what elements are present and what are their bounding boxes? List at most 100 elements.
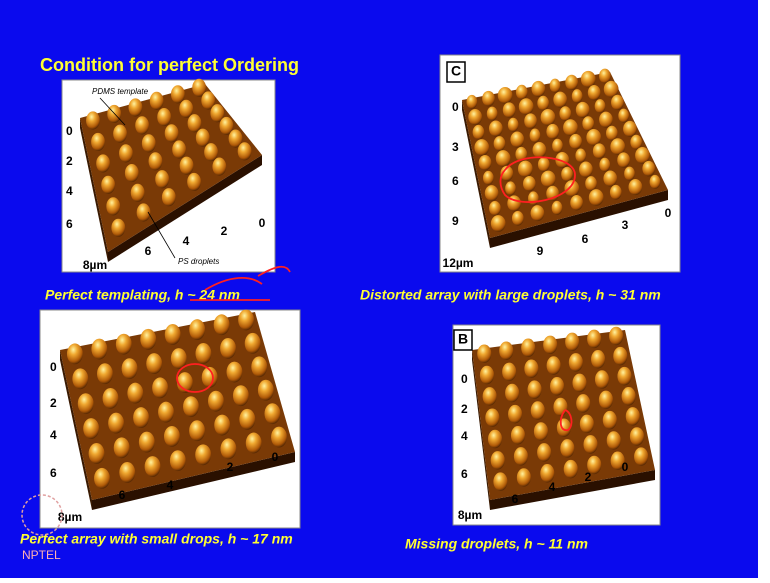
droplet (165, 324, 181, 345)
droplet (245, 333, 261, 354)
droplet (580, 415, 594, 434)
droplet (489, 121, 503, 137)
axis-tick-label: 0 (259, 216, 266, 230)
droplet (187, 173, 201, 191)
droplet (630, 135, 642, 150)
droplet (233, 385, 249, 406)
droplet (188, 114, 202, 132)
droplet (508, 405, 522, 424)
droplet (572, 89, 583, 103)
droplet (559, 106, 571, 121)
droplet (519, 98, 534, 115)
droplet (119, 144, 133, 162)
droplet (106, 197, 120, 215)
droplet (498, 87, 513, 104)
droplet (582, 116, 594, 131)
droplet (172, 140, 186, 158)
droplet (591, 350, 605, 369)
droplet (505, 181, 516, 195)
droplet (599, 391, 613, 410)
droplet (165, 124, 179, 142)
droplet (479, 155, 492, 170)
droplet (617, 152, 630, 167)
axis-tick-label: 0 (50, 360, 57, 374)
droplet (125, 164, 139, 182)
droplet (127, 383, 143, 404)
axis-tick-label: 6 (452, 174, 459, 188)
droplet (585, 176, 597, 191)
axis-tick-label: 4 (50, 428, 57, 442)
droplet (564, 180, 579, 197)
droplet (483, 171, 494, 185)
droplet (220, 438, 236, 459)
droplet (595, 99, 606, 113)
droplet (150, 92, 164, 110)
droplet (89, 443, 105, 464)
caption: Perfect array with small drops, h ~ 17 n… (20, 531, 293, 547)
droplet (588, 85, 601, 100)
droplet (122, 358, 138, 379)
droplet (589, 189, 604, 206)
droplet (503, 102, 516, 117)
droplet (570, 195, 583, 210)
droplet (227, 362, 243, 383)
droplet (97, 363, 113, 384)
axis-tick-label: 4 (461, 429, 468, 443)
droplet (491, 451, 505, 470)
droplet (189, 420, 205, 441)
axis-tick-label: 0 (622, 460, 629, 474)
droplet (483, 387, 497, 406)
droplet (496, 150, 511, 167)
droplet (505, 384, 519, 403)
droplet (149, 152, 163, 170)
droplet (516, 85, 528, 100)
droplet (543, 336, 557, 355)
axis-tick-label: 9 (452, 214, 459, 228)
droplet (146, 353, 162, 374)
droplet (575, 149, 586, 163)
axis-tick-label: 2 (221, 224, 228, 238)
panel-label: C (451, 63, 461, 79)
droplet (171, 85, 185, 103)
droplet (491, 215, 506, 232)
droplet (560, 439, 574, 458)
droplet (196, 129, 210, 147)
droplet (587, 330, 601, 349)
axis-tick-label: 6 (119, 488, 126, 502)
droplet (512, 211, 524, 226)
axis-tick-label: 4 (167, 478, 174, 492)
droplet (72, 368, 88, 389)
image-annotation: PDMS template (92, 87, 149, 96)
droplet (626, 407, 640, 426)
droplet (86, 111, 100, 129)
axis-tick-label: 4 (183, 234, 190, 248)
axis-tick-label: 3 (452, 140, 459, 154)
droplet (523, 176, 536, 191)
droplet (477, 344, 491, 363)
droplet (650, 175, 661, 189)
axis-tick-label: 0 (665, 206, 672, 220)
axis-tick-label: 2 (585, 470, 592, 484)
axis-tick-label: 4 (549, 480, 556, 494)
droplet (552, 201, 563, 215)
droplet (170, 450, 186, 471)
droplet (569, 134, 582, 149)
droplet (91, 133, 105, 151)
axis-tick-label: 2 (227, 460, 234, 474)
axis-tick-label: 0 (66, 124, 73, 138)
axis-tick-label: 6 (461, 467, 468, 481)
axis-tick-label: 12µm (443, 256, 474, 270)
caption: Distorted array with large droplets, h ~… (360, 287, 661, 303)
axis-tick-label: 9 (537, 244, 544, 258)
droplet (565, 333, 579, 352)
droplet (532, 81, 546, 97)
droplet (541, 109, 556, 126)
axis-tick-label: 8µm (83, 258, 107, 272)
droplet (239, 409, 255, 430)
droplet (142, 134, 156, 152)
axis-tick-label: 6 (512, 492, 519, 506)
droplet (553, 398, 567, 417)
droplet (67, 343, 83, 364)
droplet (563, 119, 578, 136)
droplet (78, 393, 94, 414)
